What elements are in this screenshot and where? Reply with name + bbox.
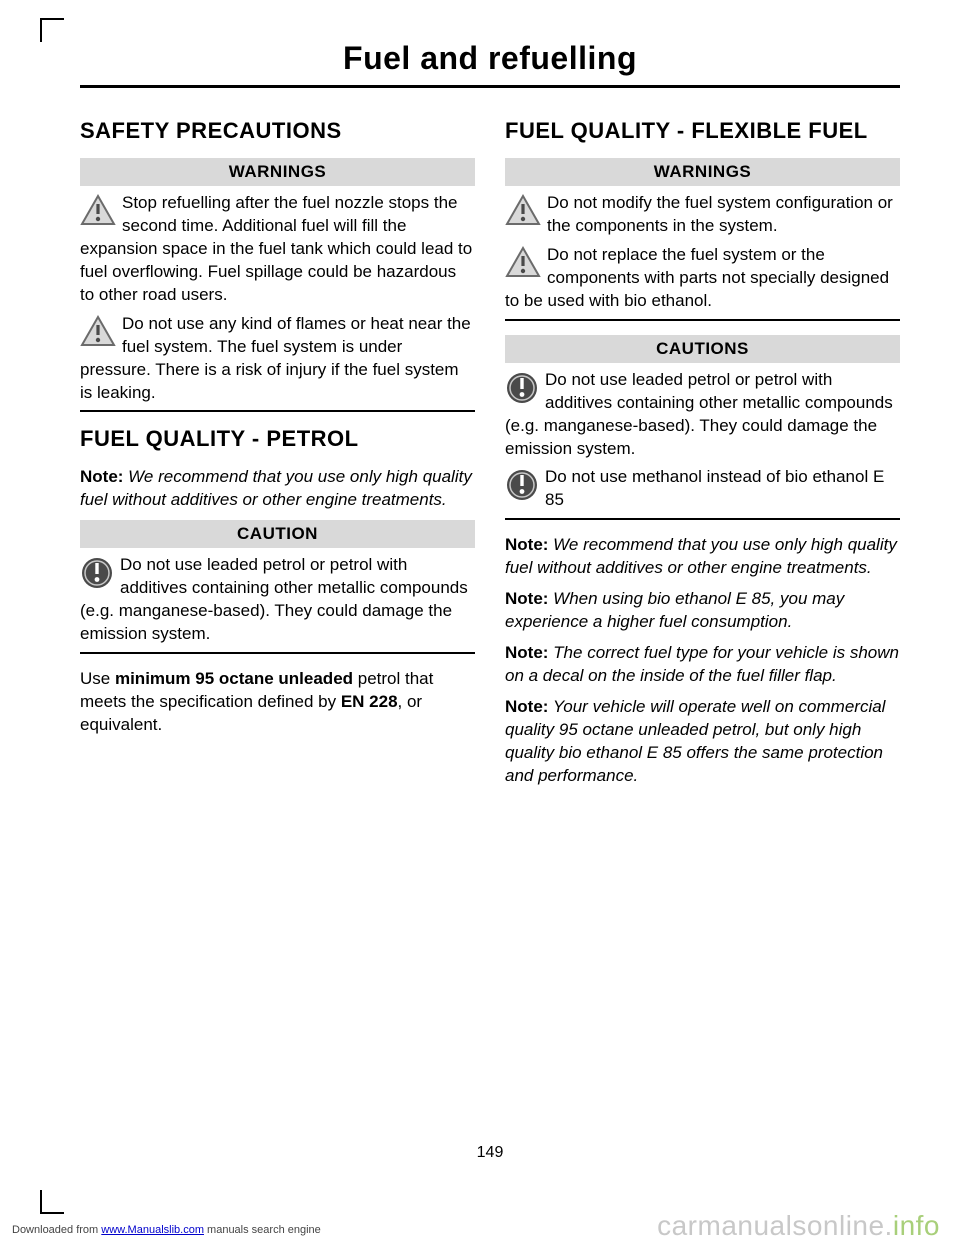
warnings-header: WARNINGS (505, 158, 900, 186)
right-column: FUEL QUALITY - FLEXIBLE FUEL WARNINGS Do… (505, 118, 900, 796)
warning-item: Do not use any kind of flames or heat ne… (80, 313, 475, 405)
section-heading-flex: FUEL QUALITY - FLEXIBLE FUEL (505, 118, 900, 144)
chapter-title: Fuel and refuelling (80, 40, 900, 88)
warning-item: Do not replace the fuel system or the co… (505, 244, 900, 313)
warning-triangle-icon (80, 315, 116, 347)
warning-triangle-icon (80, 194, 116, 226)
notice-divider (80, 410, 475, 412)
page-content: Fuel and refuelling SAFETY PRECAUTIONS W… (80, 40, 900, 1182)
note-paragraph: Note: The correct fuel type for your veh… (505, 642, 900, 688)
warnings-block: WARNINGS Do not modify the fuel system c… (505, 158, 900, 321)
warning-triangle-icon (505, 194, 541, 226)
notice-divider (505, 319, 900, 321)
two-column-layout: SAFETY PRECAUTIONS WARNINGS Stop refuell… (80, 118, 900, 796)
warnings-block: WARNINGS Stop refuelling after the fuel … (80, 158, 475, 412)
warning-item: Stop refuelling after the fuel nozzle st… (80, 192, 475, 307)
caution-text: Do not use methanol instead of bio ethan… (545, 467, 884, 509)
body-paragraph: Use minimum 95 octane unleaded petrol th… (80, 668, 475, 737)
note-paragraph: Note: We recommend that you use only hig… (80, 466, 475, 512)
cautions-header: CAUTIONS (505, 335, 900, 363)
caution-block: CAUTION Do not use leaded petrol or petr… (80, 520, 475, 654)
note-text: When using bio ethanol E 85, you may exp… (505, 589, 844, 631)
note-label: Note: (505, 643, 548, 662)
watermark-text-green: info (893, 1210, 940, 1241)
note-label: Note: (505, 697, 548, 716)
caution-item: Do not use leaded petrol or petrol with … (80, 554, 475, 646)
footer-suffix: manuals search engine (204, 1224, 321, 1236)
page-number: 149 (80, 1144, 900, 1162)
note-paragraph: Note: Your vehicle will operate well on … (505, 696, 900, 788)
footer-link[interactable]: www.Manualslib.com (101, 1224, 204, 1236)
note-paragraph: Note: When using bio ethanol E 85, you m… (505, 588, 900, 634)
warning-item: Do not modify the fuel system configurat… (505, 192, 900, 238)
note-label: Note: (80, 467, 123, 486)
caution-header: CAUTION (80, 520, 475, 548)
text-bold: minimum 95 octane unleaded (115, 669, 353, 688)
caution-item: Do not use methanol instead of bio ethan… (505, 466, 900, 512)
section-heading-petrol: FUEL QUALITY - PETROL (80, 426, 475, 452)
cautions-block: CAUTIONS Do not use leaded petrol or pet… (505, 335, 900, 521)
warning-text: Do not use any kind of flames or heat ne… (80, 314, 471, 402)
notice-divider (505, 518, 900, 520)
text-span: Use (80, 669, 115, 688)
note-label: Note: (505, 589, 548, 608)
watermark-text: carmanualsonline. (657, 1210, 893, 1241)
warning-text: Stop refuelling after the fuel nozzle st… (80, 193, 472, 304)
watermark: carmanualsonline.info (657, 1210, 940, 1242)
note-paragraph: Note: We recommend that you use only hig… (505, 534, 900, 580)
caution-text: Do not use leaded petrol or petrol with … (80, 555, 468, 643)
note-text: We recommend that you use only high qual… (80, 467, 472, 509)
warning-triangle-icon (505, 246, 541, 278)
footer-prefix: Downloaded from (12, 1224, 101, 1236)
section-heading-safety: SAFETY PRECAUTIONS (80, 118, 475, 144)
warnings-header: WARNINGS (80, 158, 475, 186)
caution-circle-icon (505, 468, 539, 502)
notice-divider (80, 652, 475, 654)
note-label: Note: (505, 535, 548, 554)
text-bold: EN 228 (341, 692, 398, 711)
caution-item: Do not use leaded petrol or petrol with … (505, 369, 900, 461)
note-text: The correct fuel type for your vehicle i… (505, 643, 899, 685)
crop-mark (40, 18, 64, 42)
crop-mark (40, 1190, 64, 1214)
caution-text: Do not use leaded petrol or petrol with … (505, 370, 893, 458)
caution-circle-icon (80, 556, 114, 590)
download-footer: Downloaded from www.Manualslib.com manua… (12, 1224, 321, 1236)
warning-text: Do not replace the fuel system or the co… (505, 245, 889, 310)
left-column: SAFETY PRECAUTIONS WARNINGS Stop refuell… (80, 118, 475, 796)
warning-text: Do not modify the fuel system configurat… (547, 193, 893, 235)
caution-circle-icon (505, 371, 539, 405)
note-text: Your vehicle will operate well on commer… (505, 697, 885, 785)
note-text: We recommend that you use only high qual… (505, 535, 897, 577)
